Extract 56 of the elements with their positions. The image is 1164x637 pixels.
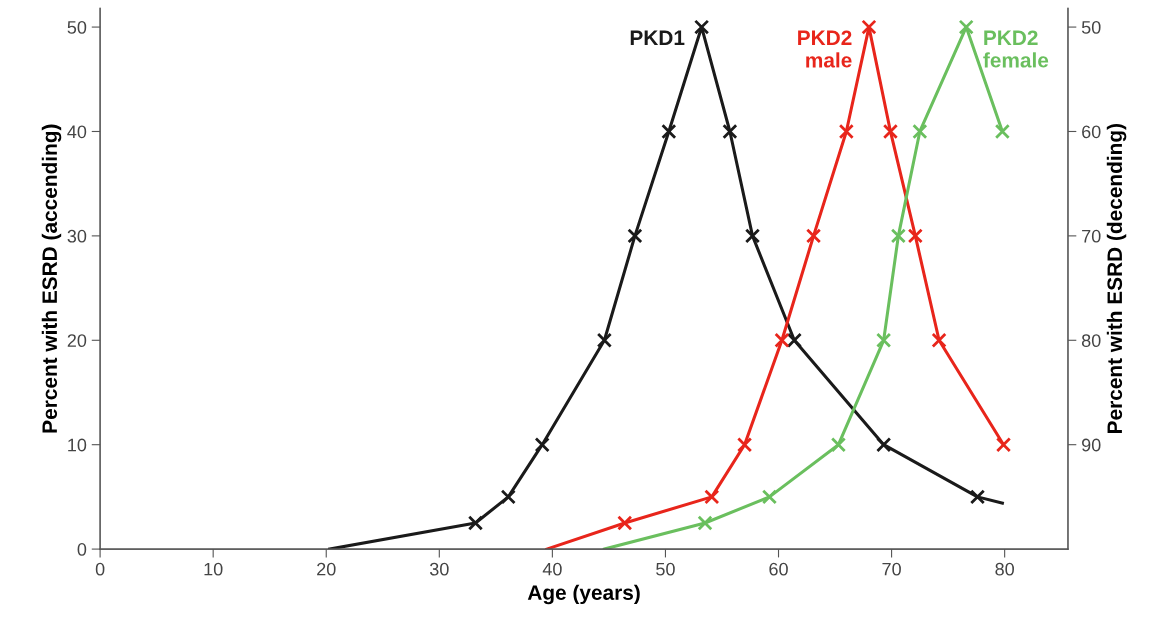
point bbox=[697, 515, 713, 531]
series-label: PKD2 female bbox=[983, 30, 1049, 68]
y2-tick-label: 50 bbox=[1081, 21, 1101, 34]
y-tick-label: 40 bbox=[67, 125, 87, 139]
y2-tick-label: 60 bbox=[1082, 125, 1101, 139]
point bbox=[596, 332, 612, 348]
x-tick-label: 80 bbox=[995, 562, 1014, 576]
x-tick-label: 0 bbox=[95, 562, 105, 576]
point bbox=[744, 228, 761, 244]
x-tick-label: 10 bbox=[204, 562, 223, 576]
point bbox=[995, 437, 1012, 453]
series-label: PKD2 male bbox=[798, 30, 852, 68]
y-axis-title: Percent with ESRD (accending) bbox=[41, 124, 62, 433]
point bbox=[722, 123, 738, 140]
point bbox=[958, 19, 974, 35]
x-tick-label: 40 bbox=[542, 562, 562, 576]
y-tick-label: 50 bbox=[67, 21, 87, 34]
point bbox=[876, 437, 892, 453]
x-tick-label: 50 bbox=[656, 562, 675, 576]
point bbox=[736, 437, 753, 453]
y-tick-label: 0 bbox=[77, 543, 87, 556]
x-axis-title: Age (years) bbox=[527, 584, 640, 605]
point bbox=[661, 123, 677, 140]
y-tick-label: 30 bbox=[67, 229, 87, 243]
y2-tick-label: 80 bbox=[1081, 334, 1101, 348]
y2-axis-title: Percent with ESRD (decending) bbox=[1106, 124, 1127, 433]
point bbox=[876, 332, 892, 348]
point bbox=[627, 228, 643, 244]
y-tick-label: 10 bbox=[68, 438, 87, 452]
y2-tick-label: 90 bbox=[1082, 438, 1101, 452]
x-tick-label: 20 bbox=[317, 562, 336, 576]
x-tick-label: 70 bbox=[882, 562, 901, 576]
point bbox=[931, 332, 947, 348]
x-tick-label: 30 bbox=[429, 562, 449, 576]
point bbox=[500, 489, 516, 505]
y-tick-label: 20 bbox=[67, 334, 87, 348]
point bbox=[694, 19, 710, 35]
point bbox=[882, 123, 899, 140]
point bbox=[969, 489, 986, 505]
point bbox=[774, 332, 790, 348]
y2-tick-label: 70 bbox=[1082, 229, 1101, 243]
point bbox=[994, 123, 1010, 140]
point bbox=[912, 123, 928, 140]
point bbox=[861, 19, 877, 35]
point bbox=[467, 515, 484, 531]
point bbox=[830, 437, 847, 453]
series-label: PKD1 bbox=[630, 30, 685, 45]
point bbox=[704, 489, 720, 505]
point bbox=[534, 437, 550, 453]
point bbox=[805, 228, 822, 244]
point bbox=[617, 515, 633, 531]
point bbox=[907, 228, 923, 244]
point bbox=[838, 123, 854, 140]
point bbox=[761, 489, 778, 505]
point bbox=[890, 228, 906, 244]
x-tick-label: 60 bbox=[769, 562, 788, 576]
